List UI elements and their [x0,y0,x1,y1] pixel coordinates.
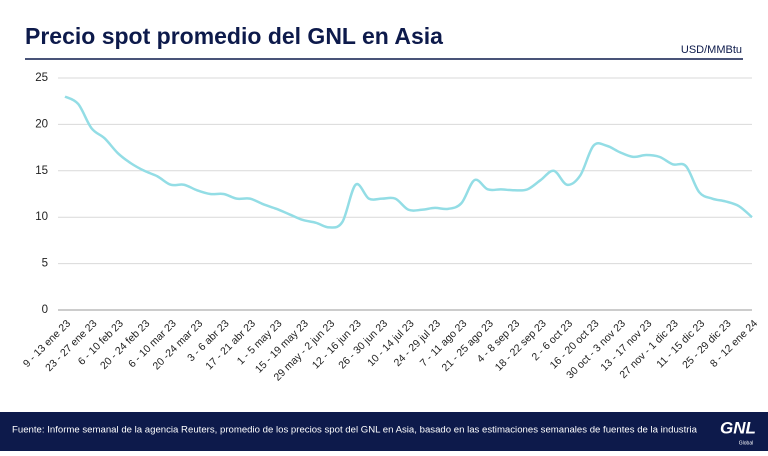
y-tick-label: 15 [35,165,48,177]
y-tick-label: 25 [35,72,48,84]
footer-bar [0,412,768,451]
y-tick-label: 0 [42,304,48,316]
y-tick-label: 5 [42,258,48,270]
y-tick-label: 10 [35,211,48,223]
unit-label: USD/MMBtu [681,44,742,56]
y-tick-label: 20 [35,118,48,130]
price-line [64,95,753,229]
logo-sub: Global [739,440,753,446]
chart-title: Precio spot promedio del GNL en Asia [25,23,443,49]
logo-mark: GNL [720,418,756,437]
source-note: Fuente: Informe semanal de la agencia Re… [12,425,698,436]
